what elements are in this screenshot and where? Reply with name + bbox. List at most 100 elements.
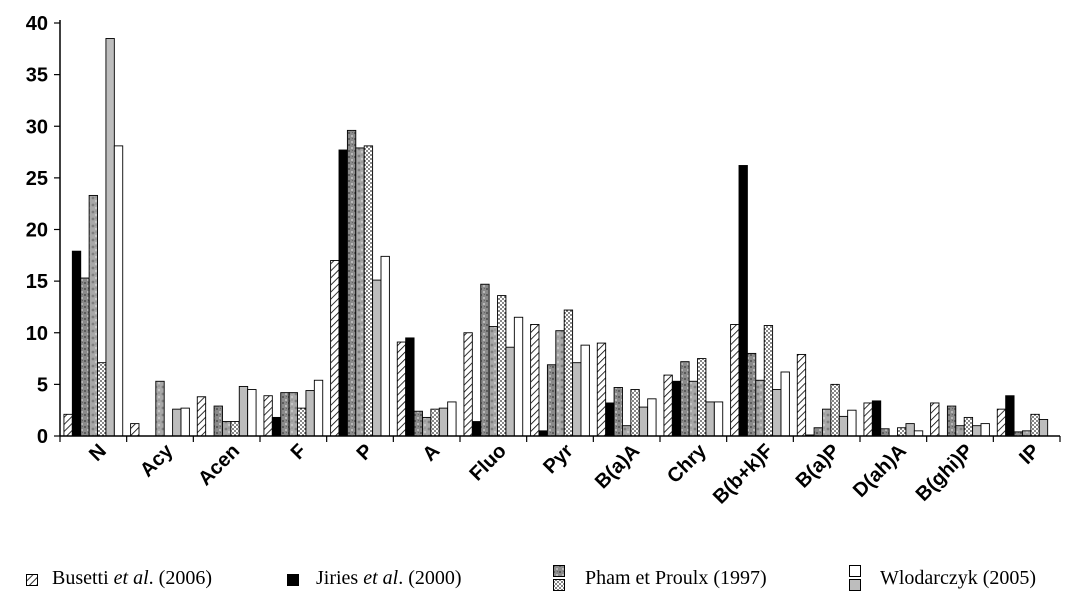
bar-B(a)P-series-3 bbox=[813, 427, 823, 437]
bar-Chry-series-2 bbox=[671, 380, 682, 437]
bar-B(b+k)F-series-7 bbox=[780, 371, 790, 437]
bar-F-series-3 bbox=[280, 392, 290, 437]
y-tick-label-35: 35 bbox=[26, 65, 48, 87]
bar-B(b+k)F-series-6 bbox=[772, 389, 782, 437]
bar-P-series-2 bbox=[338, 149, 348, 437]
bar-Acen-series-6 bbox=[238, 385, 249, 437]
bar-B(b+k)F-series-3 bbox=[746, 352, 757, 437]
bar-D(ah)A-series-2 bbox=[871, 400, 882, 437]
x-tick-label-Acy: Acy bbox=[136, 439, 178, 481]
bar-Pyr-series-4 bbox=[555, 330, 565, 437]
bar-Chry-series-7 bbox=[713, 401, 724, 437]
y-tick-label-20: 20 bbox=[26, 220, 48, 242]
bar-B(a)A-series-5 bbox=[630, 389, 640, 437]
bar-A-series-6 bbox=[438, 407, 449, 437]
bar-N-series-3 bbox=[80, 277, 90, 437]
bar-Chry-series-1 bbox=[663, 374, 673, 437]
bar-F-series-6 bbox=[305, 390, 315, 437]
legend-label-wlodarczyk: Wlodarczyk (2005) bbox=[880, 567, 1037, 589]
x-tick-label-B(b+k)F: B(b+k)F bbox=[709, 440, 778, 509]
x-tick-label-Fluo: Fluo bbox=[465, 440, 510, 485]
bar-F-series-4 bbox=[288, 392, 298, 437]
bar-Chry-series-4 bbox=[688, 380, 698, 437]
bar-Fluo-series-7 bbox=[513, 316, 524, 437]
bar-Chry-series-3 bbox=[680, 361, 690, 437]
bar-N-series-7 bbox=[113, 145, 124, 437]
legend-label-pham: Pham et Proulx (1997) bbox=[585, 567, 767, 589]
bar-B(b+k)F-series-2 bbox=[738, 165, 748, 437]
x-tick-label-IP: IP bbox=[1015, 440, 1044, 469]
bar-B(a)A-series-1 bbox=[596, 342, 607, 437]
y-tick-label-25: 25 bbox=[26, 168, 48, 190]
bar-B(b+k)F-series-4 bbox=[755, 379, 765, 437]
bar-F-series-2 bbox=[271, 416, 282, 437]
bar-Acen-series-5 bbox=[230, 421, 240, 437]
bar-Acy-series-6 bbox=[172, 408, 182, 437]
y-tick-label-0: 0 bbox=[37, 426, 48, 448]
bar-Pyr-series-1 bbox=[530, 324, 540, 437]
bar-IP-series-4 bbox=[1022, 430, 1032, 437]
bar-B(a)A-series-7 bbox=[647, 398, 657, 437]
x-tick-label-F: F bbox=[287, 440, 311, 464]
bar-A-series-5 bbox=[430, 408, 440, 437]
bar-A-series-2 bbox=[405, 337, 415, 437]
bar-B(ghi)P-series-3 bbox=[946, 405, 957, 437]
bar-B(a)A-series-4 bbox=[622, 425, 632, 437]
legend-symbol-solid-black bbox=[287, 574, 299, 586]
bar-Pyr-series-6 bbox=[572, 362, 582, 437]
bar-Fluo-series-5 bbox=[497, 295, 507, 437]
y-tick-label-10: 10 bbox=[26, 323, 48, 345]
bar-Pyr-series-7 bbox=[580, 344, 590, 437]
bar-Fluo-series-3 bbox=[480, 283, 490, 437]
bar-F-series-5 bbox=[297, 407, 307, 437]
bar-Acy-series-1 bbox=[130, 423, 140, 437]
bar-N-series-2 bbox=[71, 250, 82, 437]
bar-B(b+k)F-series-5 bbox=[763, 325, 774, 437]
bar-Chry-series-5 bbox=[697, 358, 707, 437]
bar-P-series-5 bbox=[363, 145, 374, 437]
bar-B(a)P-series-1 bbox=[796, 353, 807, 437]
bar-F-series-7 bbox=[313, 379, 324, 437]
bar-chart: 0 5 10 15 20 25 30 35 40 N Acy Acen F P A Fluo Pyr B(a)A C… bbox=[26, 13, 1061, 509]
bar-A-series-3 bbox=[413, 410, 423, 437]
x-tick-label-B(a)A: B(a)A bbox=[591, 440, 644, 493]
bar-D(ah)A-series-5 bbox=[897, 427, 907, 437]
legend: Busetti et al. (2006) Jiries et al. (200… bbox=[0, 565, 1074, 594]
bar-B(a)A-series-6 bbox=[638, 406, 649, 437]
bar-B(a)P-series-5 bbox=[830, 383, 840, 437]
x-tick-label-B(ghi)P: B(ghi)P bbox=[912, 440, 978, 506]
bar-Acy-series-7 bbox=[180, 407, 190, 437]
bar-P-series-4 bbox=[355, 147, 365, 437]
x-tick-label-B(a)P: B(a)P bbox=[792, 440, 844, 492]
x-tick-label-N: N bbox=[85, 440, 111, 466]
bar-P-series-3 bbox=[346, 129, 357, 437]
bar-B(a)P-series-6 bbox=[838, 415, 849, 437]
bar-B(ghi)P-series-1 bbox=[930, 402, 940, 437]
bar-IP-series-5 bbox=[1030, 413, 1040, 437]
bar-P-series-6 bbox=[372, 279, 382, 437]
x-tick-label-Pyr: Pyr bbox=[539, 440, 578, 479]
y-tick-label-5: 5 bbox=[37, 374, 48, 396]
bar-IP-series-6 bbox=[1038, 419, 1049, 437]
x-tick-label-D(ah)A: D(ah)A bbox=[849, 440, 911, 502]
bar-Fluo-series-2 bbox=[471, 421, 482, 437]
bar-Fluo-series-1 bbox=[463, 332, 473, 437]
x-tick-label-Chry: Chry bbox=[663, 439, 711, 487]
bar-A-series-7 bbox=[447, 401, 457, 437]
bar-N-series-5 bbox=[97, 362, 107, 437]
bar-Pyr-series-3 bbox=[546, 364, 557, 437]
legend-symbol-white-gray bbox=[849, 565, 861, 591]
bar-P-series-1 bbox=[330, 260, 340, 437]
bar-IP-series-1 bbox=[996, 408, 1007, 437]
bar-N-series-4 bbox=[88, 194, 98, 437]
bar-Fluo-series-6 bbox=[505, 346, 515, 437]
bar-D(ah)A-series-3 bbox=[880, 428, 890, 437]
bar-Pyr-series-5 bbox=[563, 309, 574, 437]
bar-Acen-series-3 bbox=[213, 405, 223, 437]
x-tick-label-A: A bbox=[418, 440, 444, 466]
bar-Fluo-series-4 bbox=[488, 326, 498, 437]
bar-B(b+k)F-series-1 bbox=[730, 324, 740, 437]
bar-D(ah)A-series-6 bbox=[905, 423, 915, 437]
y-tick-label-40: 40 bbox=[26, 13, 48, 35]
